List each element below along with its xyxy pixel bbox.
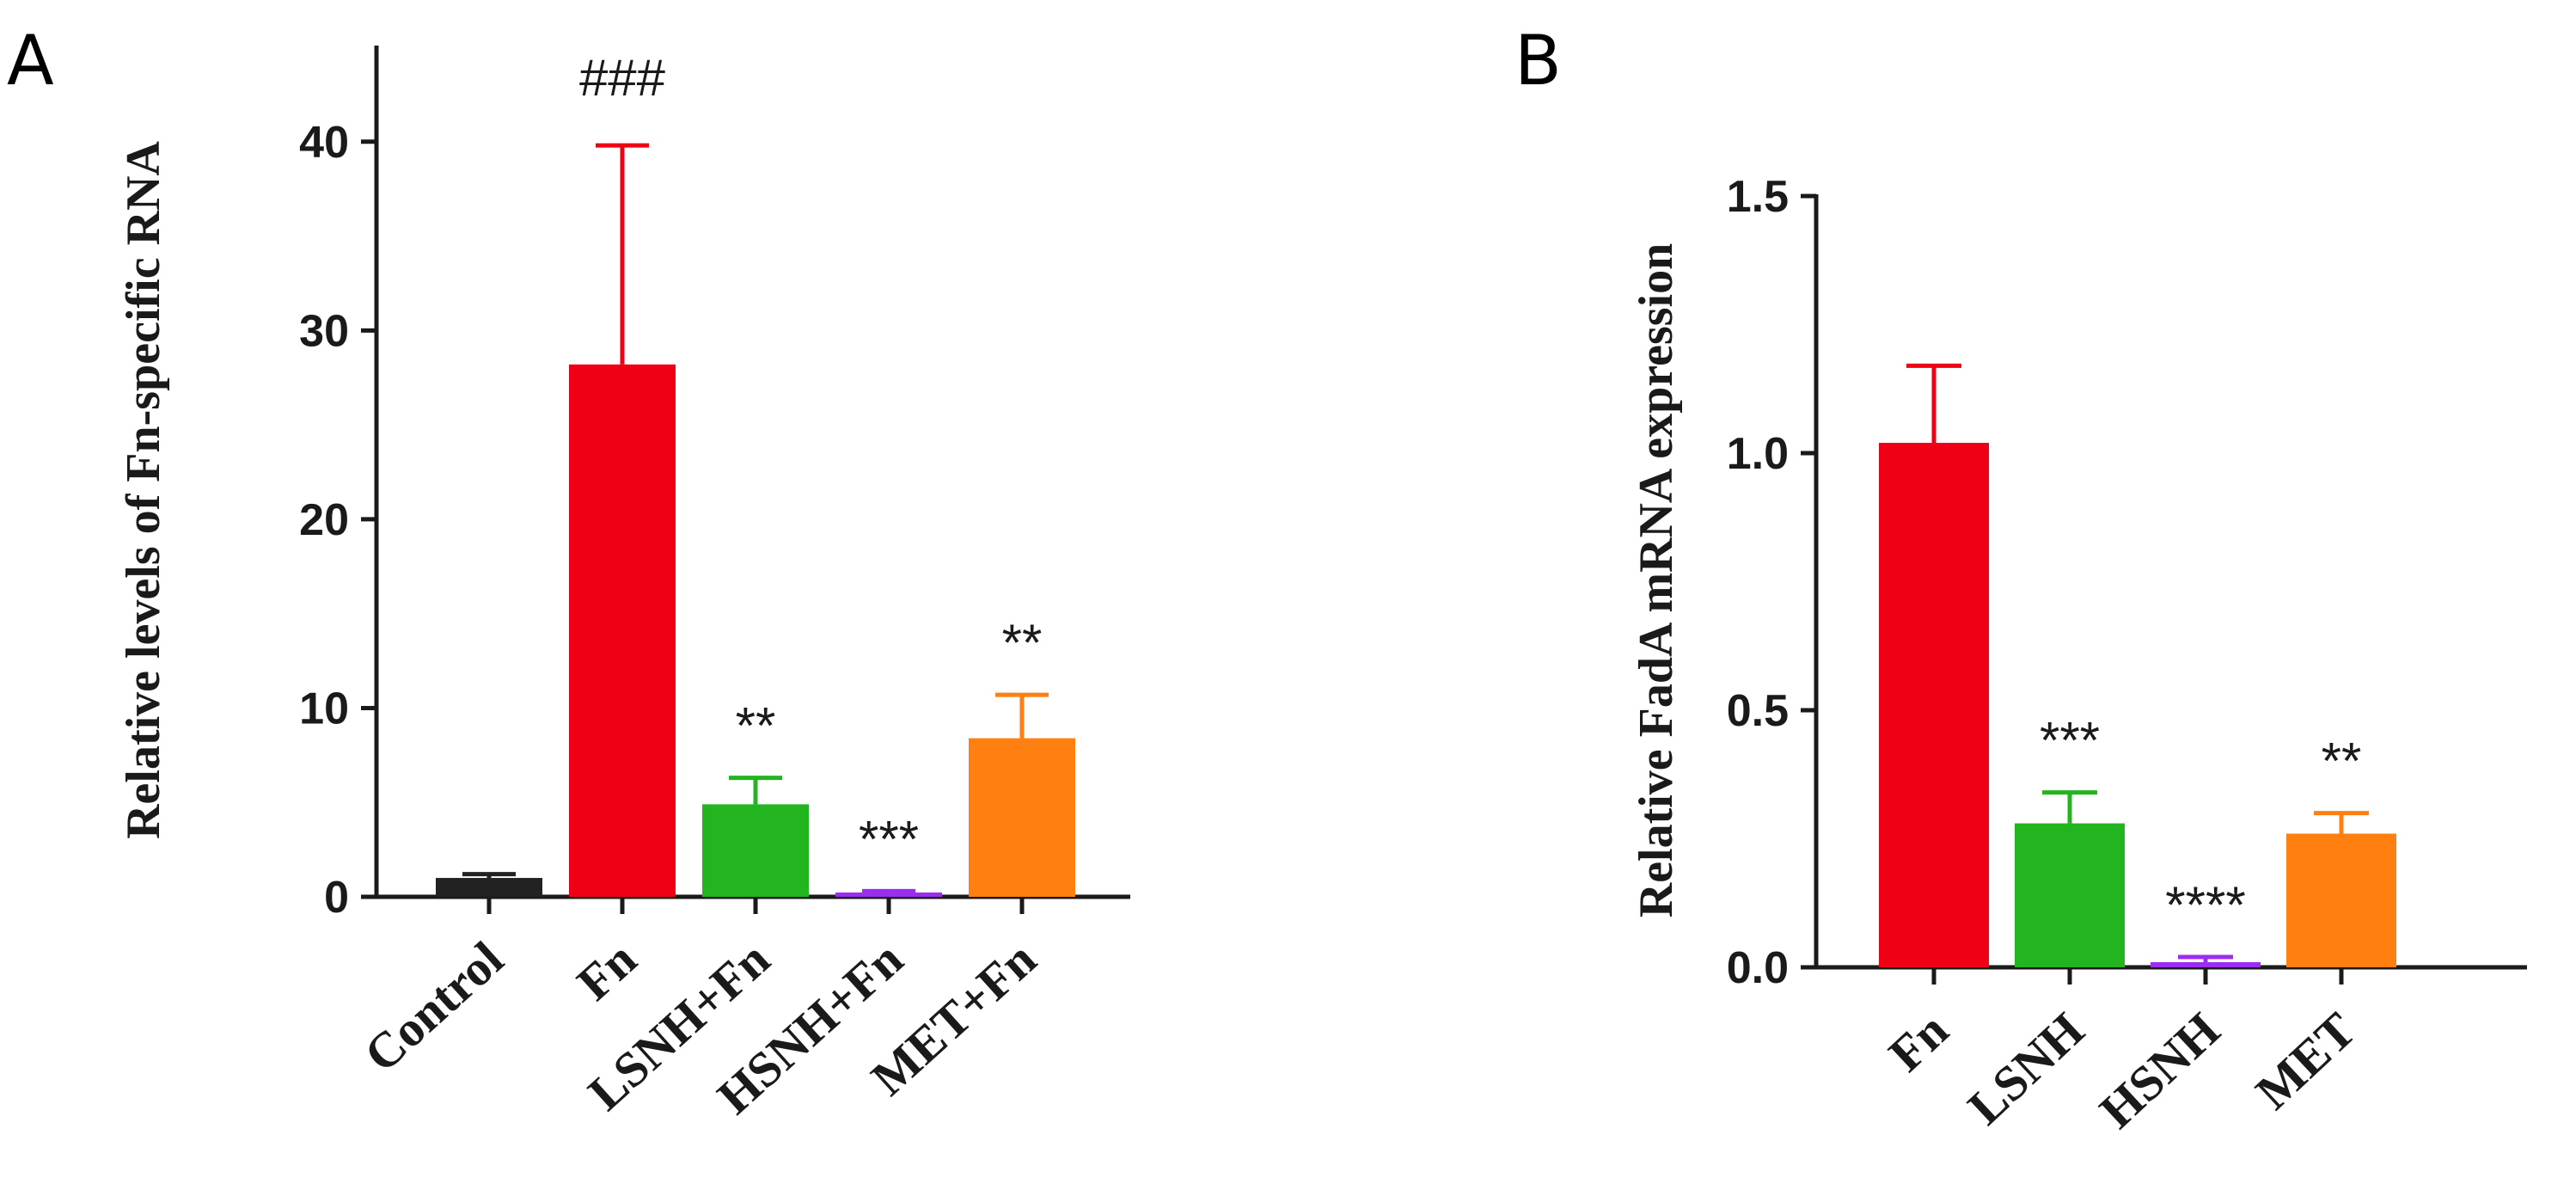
bar-fn bbox=[1879, 443, 1989, 967]
significance-label: **** bbox=[2165, 876, 2245, 934]
y-tick-label: 40 bbox=[299, 118, 349, 168]
y-tick-label: 0.0 bbox=[1727, 943, 1789, 993]
y-axis-label: Relative FadA mRNA expression bbox=[1630, 243, 1683, 918]
chart-panel-b: 0.0 0.5 1.0 1.5 Relative FadA mRNA expressio… bbox=[1630, 172, 2527, 1139]
significance-label: *** bbox=[2040, 712, 2100, 770]
y-tick-label: 20 bbox=[299, 495, 349, 545]
x-category-label: Fn bbox=[1878, 1002, 1959, 1083]
x-category-label: Fn bbox=[566, 930, 647, 1011]
bar-lsnh-fn bbox=[702, 804, 809, 897]
x-category-label: Control bbox=[353, 930, 513, 1083]
significance-label: ** bbox=[2322, 733, 2362, 790]
x-category-label: LSNH bbox=[1957, 1002, 2095, 1135]
y-tick-label: 1.5 bbox=[1727, 172, 1789, 222]
bar-fn bbox=[569, 364, 676, 897]
x-category-label: MET bbox=[2245, 1002, 2366, 1120]
bar-lsnh bbox=[2015, 823, 2125, 967]
y-tick-label: 30 bbox=[299, 306, 349, 356]
significance-label: ### bbox=[579, 49, 666, 107]
bar-hsnh bbox=[2151, 962, 2261, 967]
panel-letter-b: B bbox=[1514, 21, 1562, 101]
significance-label: *** bbox=[859, 810, 919, 868]
y-axis-label: Relative levels of Fn-specific RNA bbox=[117, 141, 170, 839]
bar-hsnh-fn bbox=[835, 893, 942, 897]
y-tick-label: 1.0 bbox=[1727, 429, 1789, 479]
x-category-label: HSNH bbox=[2089, 1002, 2230, 1139]
significance-label: ** bbox=[736, 697, 776, 755]
bar-met bbox=[2286, 833, 2396, 967]
panel-letter-a: A bbox=[7, 21, 54, 101]
significance-label: ** bbox=[1002, 614, 1043, 672]
bar-control bbox=[436, 878, 542, 897]
bar-met-fn bbox=[969, 738, 1075, 897]
y-tick-label: 0.5 bbox=[1727, 686, 1789, 736]
chart-panel-a: 0 10 20 30 40 Relative levels of Fn-specific … bbox=[117, 46, 1130, 1125]
y-tick-label: 10 bbox=[299, 684, 349, 733]
y-tick-label: 0 bbox=[324, 873, 349, 923]
